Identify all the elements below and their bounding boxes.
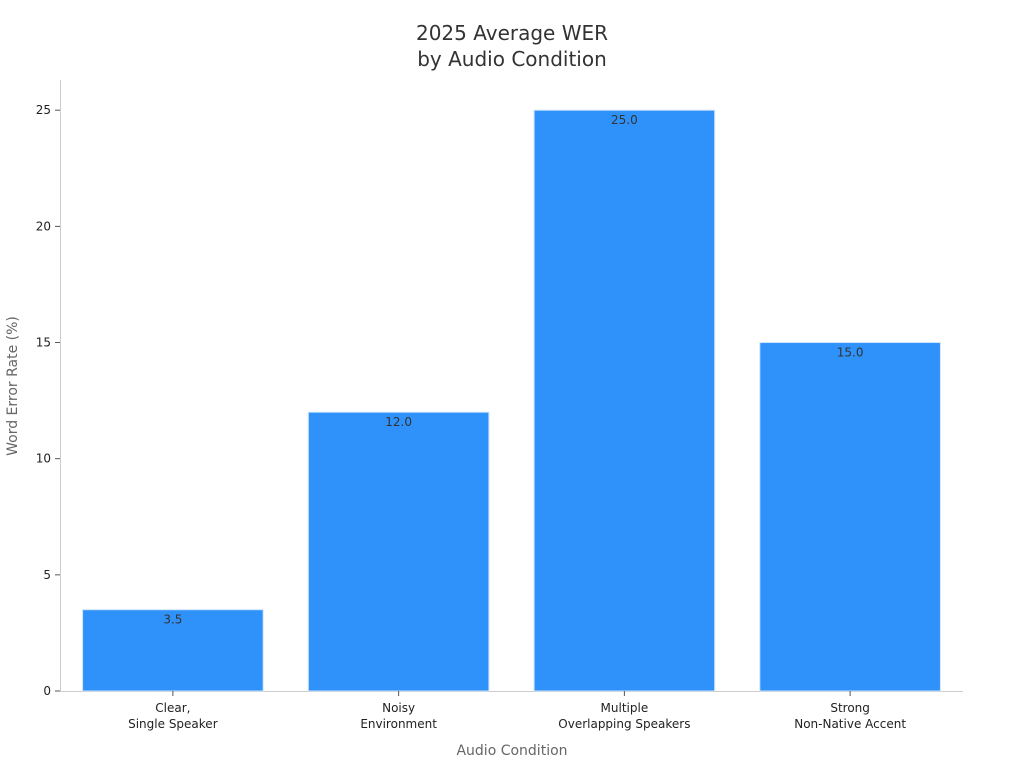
y-axis-label: Word Error Rate (%)	[5, 316, 21, 456]
x-tick-label: Clear,	[155, 701, 190, 715]
x-tick-label: Overlapping Speakers	[558, 717, 690, 731]
data-label: 3.5	[163, 613, 182, 627]
y-tick-label: 0	[43, 684, 51, 698]
x-tick-label: Multiple	[601, 701, 649, 715]
bar	[533, 109, 716, 692]
x-tick-label: Strong	[830, 701, 870, 715]
x-tick-label: Single Speaker	[128, 717, 218, 731]
data-label: 15.0	[837, 346, 864, 360]
chart-title-line-1: 2025 Average WER	[416, 21, 608, 45]
y-tick-label: 15	[36, 336, 51, 350]
y-tick-label: 20	[36, 219, 51, 233]
bar	[759, 342, 941, 692]
bar	[82, 609, 264, 692]
data-label: 25.0	[611, 113, 638, 127]
x-tick-label: Noisy	[382, 701, 415, 715]
x-tick-label: Non-Native Accent	[794, 717, 906, 731]
bar	[307, 411, 490, 692]
x-axis-label: Audio Condition	[456, 743, 567, 759]
data-label: 12.0	[385, 415, 412, 429]
x-tick-label: Environment	[360, 717, 437, 731]
chart-title-line-2: by Audio Condition	[417, 47, 607, 71]
y-tick-label: 25	[36, 103, 51, 117]
y-tick-label: 10	[36, 452, 51, 466]
y-tick-label: 5	[43, 568, 51, 582]
